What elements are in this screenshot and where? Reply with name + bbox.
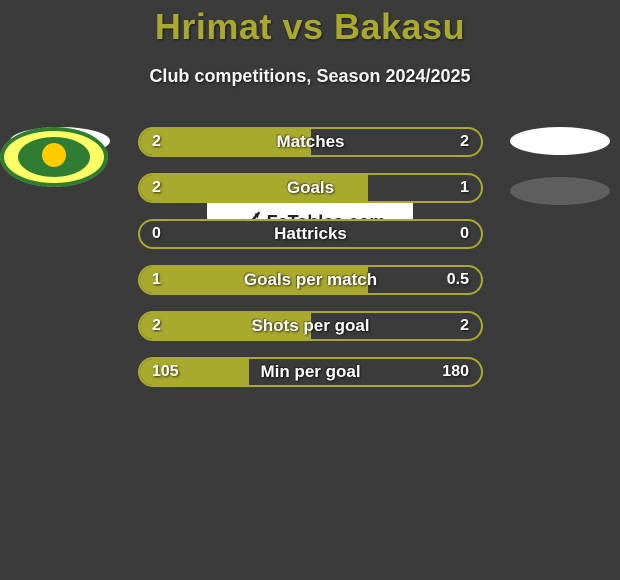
stat-label: Goals per match: [140, 267, 481, 293]
stat-row-shots-per-goal: 2 Shots per goal 2: [138, 311, 483, 341]
page-title: Hrimat vs Bakasu: [0, 0, 620, 48]
stat-right-value: 2: [460, 313, 469, 339]
team-right-badge-2: [510, 177, 610, 205]
stat-row-hattricks: 0 Hattricks 0: [138, 219, 483, 249]
stat-right-value: 180: [442, 359, 469, 385]
team-right-badge-1: [510, 127, 610, 155]
stat-label: Shots per goal: [140, 313, 481, 339]
stat-right-value: 0: [460, 221, 469, 247]
stat-row-goals: 2 Goals 1: [138, 173, 483, 203]
stat-label: Matches: [140, 129, 481, 155]
stat-label: Hattricks: [140, 221, 481, 247]
stat-right-value: 1: [460, 175, 469, 201]
stat-row-min-per-goal: 105 Min per goal 180: [138, 357, 483, 387]
stat-bars: 2 Matches 2 2 Goals 1 0 Hattricks 0 1 Go…: [138, 127, 483, 403]
comparison-content: 2 Matches 2 2 Goals 1 0 Hattricks 0 1 Go…: [0, 127, 620, 187]
stat-label: Min per goal: [140, 359, 481, 385]
stat-row-goals-per-match: 1 Goals per match 0.5: [138, 265, 483, 295]
stat-label: Goals: [140, 175, 481, 201]
stat-right-value: 0.5: [447, 267, 469, 293]
stat-row-matches: 2 Matches 2: [138, 127, 483, 157]
sundowns-crest-icon: [0, 127, 108, 187]
stat-right-value: 2: [460, 129, 469, 155]
subtitle: Club competitions, Season 2024/2025: [0, 66, 620, 87]
team-left-badge-2: [0, 127, 108, 187]
